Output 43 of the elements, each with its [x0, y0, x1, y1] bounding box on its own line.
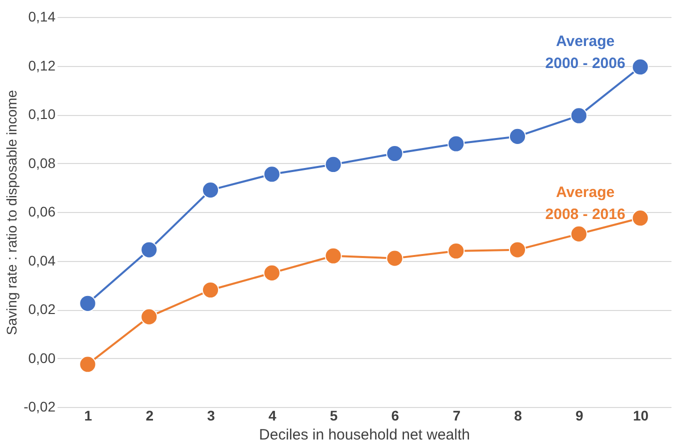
point — [324, 247, 342, 264]
x-tick-label: 8 — [514, 408, 522, 424]
series-label: Average 2000 - 2006 — [545, 32, 626, 72]
point — [508, 128, 526, 145]
y-tick-label: 0,00 — [28, 350, 56, 366]
y-tick-label: -0,02 — [24, 398, 56, 414]
x-tick-label: 7 — [452, 408, 461, 424]
x-tick-label: 9 — [576, 408, 584, 424]
x-axis-title: Deciles in household net wealth — [259, 426, 470, 444]
y-tick-label: 0,12 — [28, 57, 56, 74]
y-axis-title: Saving rate : ratio to disposable income — [4, 90, 20, 336]
point — [448, 242, 465, 260]
y-tick-label: 0,08 — [28, 154, 56, 171]
point — [202, 182, 220, 199]
x-tick-label: 4 — [268, 408, 276, 424]
x-tick-label: 5 — [330, 408, 338, 424]
point — [632, 210, 649, 227]
point — [508, 241, 526, 258]
x-tick-label: 6 — [391, 408, 400, 424]
y-tick-label: 0,04 — [28, 252, 56, 268]
point — [570, 107, 588, 124]
point — [263, 264, 280, 282]
point — [140, 241, 158, 258]
point — [448, 135, 465, 152]
point — [140, 308, 158, 326]
point — [324, 156, 342, 174]
point — [570, 225, 588, 242]
y-tick-label: 0,14 — [28, 8, 56, 24]
point — [386, 144, 404, 162]
point — [632, 58, 649, 76]
point — [263, 166, 280, 183]
x-tick-label: 10 — [633, 408, 649, 424]
x-tick-label: 3 — [207, 408, 216, 424]
y-tick-label: 0,02 — [28, 301, 56, 317]
series-label: Average 2008 - 2016 — [545, 184, 626, 224]
point — [79, 294, 96, 312]
y-tick-label: 0,10 — [28, 106, 56, 122]
y-tick-label: 0,06 — [28, 204, 56, 220]
point — [79, 356, 96, 373]
x-tick-label: 2 — [146, 408, 154, 424]
x-tick-label: 1 — [84, 408, 92, 424]
point — [202, 281, 220, 299]
point — [386, 250, 404, 267]
